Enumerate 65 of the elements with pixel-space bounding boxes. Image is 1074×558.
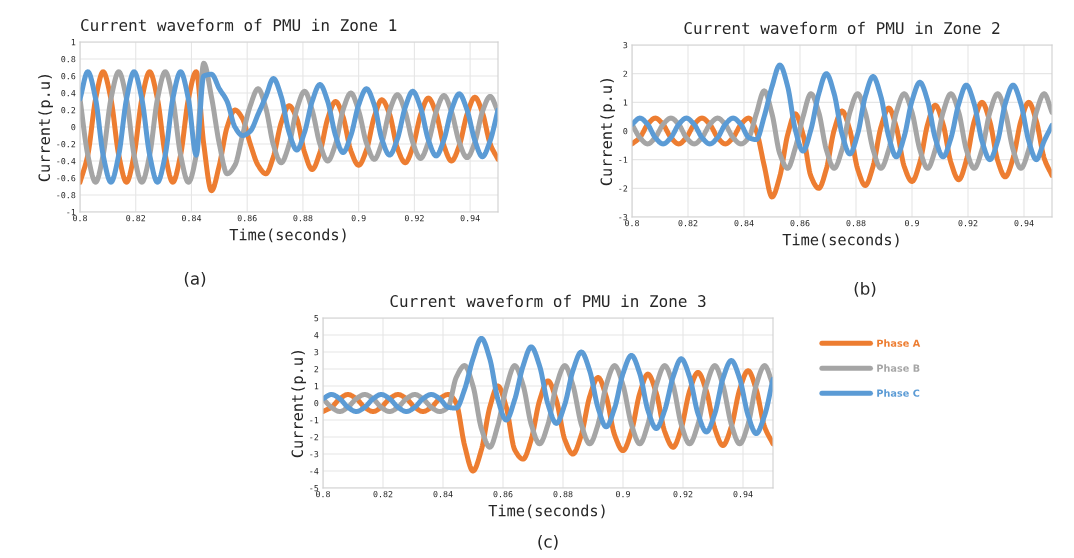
y-tick-label: 5 (314, 315, 319, 322)
y-tick-label: -3 (619, 214, 628, 221)
x-axis-title: Time(seconds) (488, 504, 605, 519)
y-tick-label: 0.8 (61, 56, 76, 63)
x-tick-label: 0.86 (493, 490, 513, 498)
x-axis-title: Time(seconds) (229, 228, 346, 243)
x-tick-label: 0.92 (673, 490, 693, 498)
y-tick-label: -0.4 (57, 158, 76, 165)
x-tick-label: 0.9 (616, 490, 630, 498)
text: Phase B (877, 364, 920, 372)
y-tick-label: 1 (623, 99, 628, 106)
y-axis-title: Current(p.u) (38, 74, 53, 182)
y-tick-label: -0.2 (57, 141, 76, 148)
y-axis-title: Current(p.u) (600, 78, 616, 186)
y-tick-label: 1 (314, 383, 319, 390)
y-tick-label: 3 (314, 349, 319, 356)
y-tick-label: -2 (310, 434, 319, 441)
y-tick-label: 0 (71, 124, 76, 131)
chart-title: Current waveform of PMU in Zone 3 (390, 294, 706, 308)
text: (a) (184, 271, 206, 287)
x-tick-label: 0.9 (905, 219, 919, 227)
x-tick-label: 0.84 (433, 490, 453, 498)
y-tick-label: -1 (310, 417, 319, 424)
text: (b) (854, 281, 876, 297)
x-tick-label: 0.84 (734, 219, 754, 227)
y-tick-label: 0 (314, 400, 319, 407)
y-tick-label: -5 (310, 485, 319, 492)
x-tick-label: 0.82 (678, 219, 698, 227)
y-tick-label: 1 (71, 39, 76, 46)
x-tick-label: 0.88 (293, 214, 313, 222)
x-tick-label: 0.88 (553, 490, 573, 498)
chart-title: Current waveform of PMU in Zone 2 (684, 21, 1000, 35)
x-tick-label: 0.92 (404, 214, 424, 222)
x-tick-label: 0.92 (958, 219, 978, 227)
y-tick-label: 4 (314, 332, 319, 339)
x-tick-label: 0.88 (846, 219, 866, 227)
y-tick-label: -0.6 (57, 175, 76, 182)
y-tick-label: -4 (310, 468, 319, 475)
x-tick-label: 0.86 (790, 219, 810, 227)
x-axis-title: Time(seconds) (782, 233, 899, 248)
y-tick-label: 2 (623, 70, 628, 77)
x-tick-label: 0.86 (237, 214, 257, 222)
y-tick-label: 3 (623, 42, 628, 49)
y-tick-label: 0 (623, 128, 628, 135)
x-tick-label: 0.94 (460, 214, 480, 222)
y-tick-label: 0.2 (61, 107, 76, 114)
text: Phase C (877, 389, 920, 397)
y-tick-label: -0.8 (57, 192, 76, 199)
x-tick-label: 0.84 (181, 214, 202, 222)
y-tick-label: -3 (310, 451, 319, 458)
x-tick-label: 0.94 (733, 490, 753, 498)
y-axis-title: Current(p.u) (291, 350, 307, 458)
y-tick-label: 0.4 (61, 90, 76, 97)
x-tick-label: 0.82 (373, 490, 393, 498)
y-tick-label: -1 (67, 209, 76, 216)
y-tick-label: 0.6 (61, 73, 76, 80)
text: Phase A (877, 339, 921, 347)
y-tick-label: -1 (619, 156, 628, 163)
x-tick-label: 0.82 (126, 214, 146, 222)
y-tick-label: 2 (314, 366, 319, 373)
y-tick-label: -2 (619, 185, 628, 192)
x-tick-label: 0.94 (1014, 219, 1034, 227)
chart-title: Current waveform of PMU in Zone 1 (81, 18, 397, 32)
x-tick-label: 0.9 (351, 214, 366, 222)
text: (c) (538, 534, 558, 550)
